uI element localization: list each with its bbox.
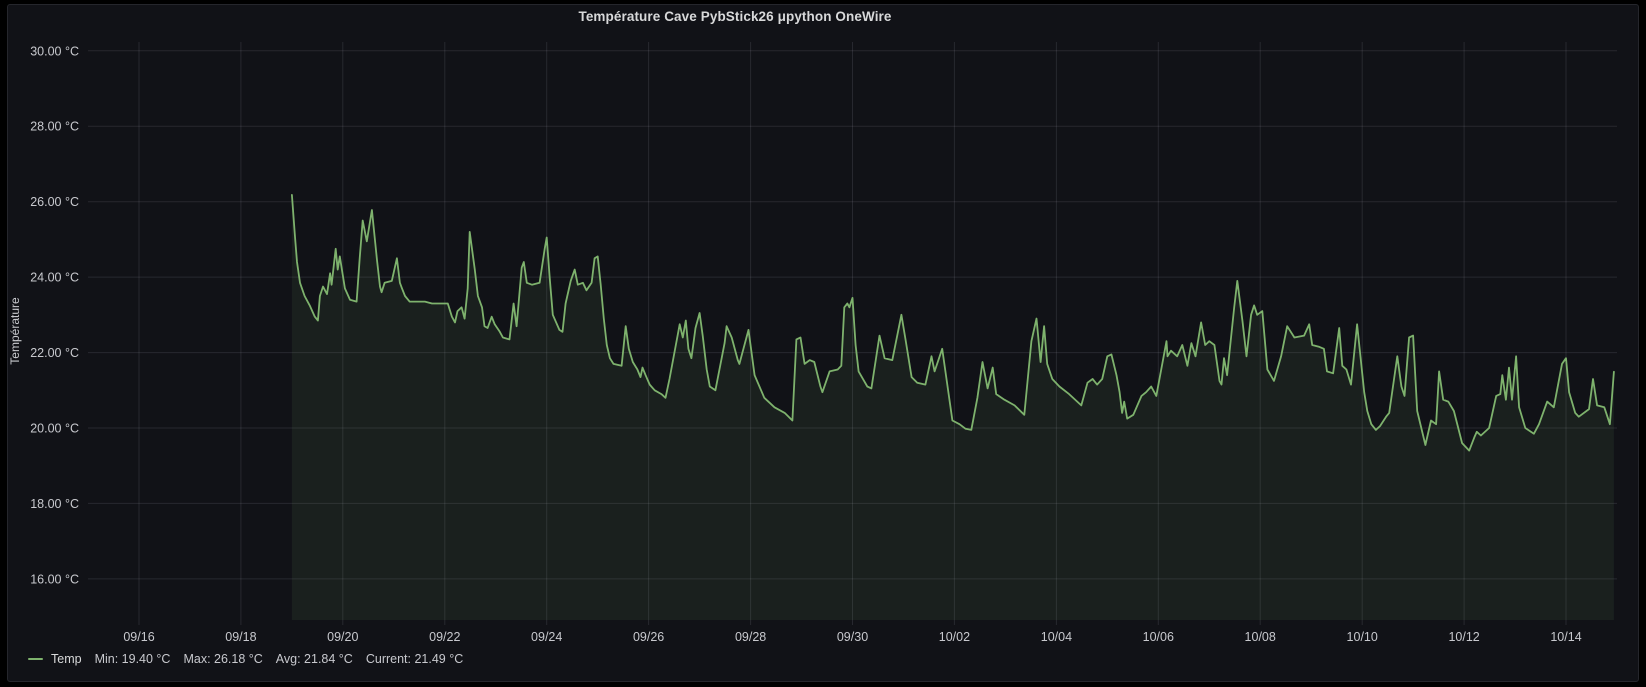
y-axis-labels: 16.00 °C 18.00 °C 20.00 °C 22.00 °C 24.00 °C… xyxy=(30,44,79,586)
x-tick-label: 09/28 xyxy=(735,630,766,644)
x-axis-labels: 09/16 09/18 09/20 09/22 09/24 09/26 09/28 09/30… xyxy=(123,630,1581,644)
y-axis-title: Température xyxy=(8,297,22,365)
series-color-dash-icon[interactable] xyxy=(28,658,43,660)
legend: Temp Min: 19.40 °C Max: 26.18 °C Avg: 21… xyxy=(28,651,476,667)
x-tick-label: 09/22 xyxy=(429,630,460,644)
x-tick-label: 10/08 xyxy=(1245,630,1276,644)
y-tick-label: 26.00 °C xyxy=(30,195,79,209)
x-tick-label: 10/10 xyxy=(1347,630,1378,644)
x-tick-label: 10/12 xyxy=(1448,630,1479,644)
y-tick-label: 30.00 °C xyxy=(30,44,79,58)
y-tick-label: 18.00 °C xyxy=(30,497,79,511)
x-tick-label: 09/26 xyxy=(633,630,664,644)
x-tick-label: 10/06 xyxy=(1143,630,1174,644)
series-area-fill xyxy=(291,194,1614,620)
x-tick-label: 09/20 xyxy=(327,630,358,644)
legend-stat-max: Max: 26.18 °C xyxy=(183,652,263,666)
x-tick-label: 10/02 xyxy=(939,630,970,644)
y-tick-label: 16.00 °C xyxy=(30,572,79,586)
y-tick-label: 20.00 °C xyxy=(30,422,79,436)
y-tick-label: 22.00 °C xyxy=(30,346,79,360)
x-tick-label: 10/14 xyxy=(1550,630,1581,644)
x-tick-label: 09/24 xyxy=(531,630,562,644)
legend-stat-min: Min: 19.40 °C xyxy=(94,652,171,666)
y-tick-label: 24.00 °C xyxy=(30,271,79,285)
legend-stat-avg: Avg: 21.84 °C xyxy=(275,652,353,666)
x-tick-label: 09/16 xyxy=(123,630,154,644)
legend-stat-current: Current: 21.49 °C xyxy=(365,652,464,666)
time-series-panel xyxy=(7,4,1639,682)
x-gridlines xyxy=(138,42,1567,625)
legend-series-label[interactable]: Temp xyxy=(51,652,82,666)
x-tick-label: 09/18 xyxy=(225,630,256,644)
y-tick-label: 28.00 °C xyxy=(30,120,79,134)
panel-title[interactable]: Température Cave PybStick26 μpython OneW… xyxy=(578,9,892,24)
x-tick-label: 09/30 xyxy=(837,630,868,644)
series-line xyxy=(291,194,1615,452)
x-tick-label: 10/04 xyxy=(1041,630,1072,644)
